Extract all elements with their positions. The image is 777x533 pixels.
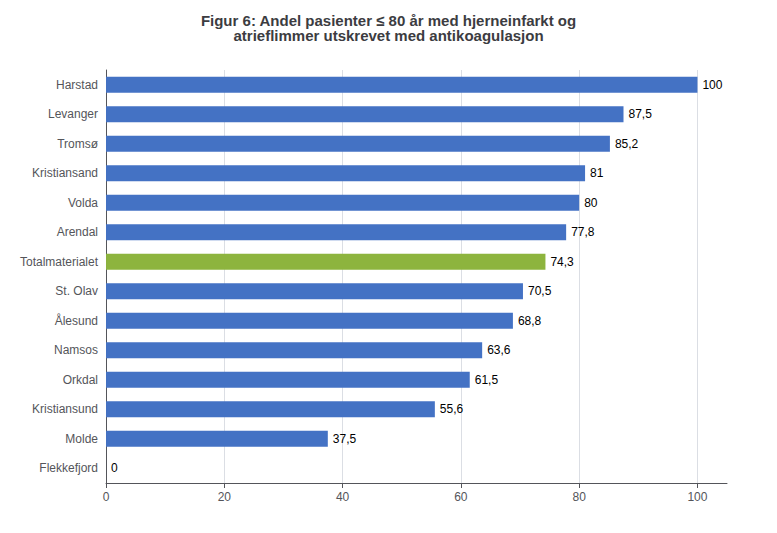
svg-text:atrieflimmer utskrevet med ant: atrieflimmer utskrevet med antikoagulasj… [233,27,543,44]
svg-text:60: 60 [454,490,468,504]
svg-text:80: 80 [584,196,598,210]
svg-text:80: 80 [572,490,586,504]
svg-text:37,5: 37,5 [333,432,357,446]
svg-text:87,5: 87,5 [629,107,653,121]
svg-text:Totalmaterialet: Totalmaterialet [20,255,99,269]
svg-text:100: 100 [687,490,707,504]
svg-text:68,8: 68,8 [518,314,542,328]
svg-text:St. Olav: St. Olav [55,284,98,298]
svg-text:63,6: 63,6 [487,343,511,357]
svg-text:55,6: 55,6 [440,402,464,416]
svg-text:Tromsø: Tromsø [57,137,99,151]
svg-text:Arendal: Arendal [57,225,98,239]
svg-text:Kristiansand: Kristiansand [32,166,98,180]
svg-text:85,2: 85,2 [615,137,639,151]
svg-text:100: 100 [702,78,722,92]
svg-text:Volda: Volda [68,196,98,210]
svg-text:20: 20 [218,490,232,504]
svg-text:40: 40 [336,490,350,504]
svg-text:0: 0 [111,461,118,475]
svg-text:81: 81 [590,166,604,180]
svg-text:Ålesund: Ålesund [55,313,98,328]
svg-text:77,8: 77,8 [571,225,595,239]
svg-text:70,5: 70,5 [528,284,552,298]
svg-text:Figur 6: Andel pasienter ≤ 80: Figur 6: Andel pasienter ≤ 80 år med hje… [200,12,577,29]
svg-text:0: 0 [103,490,110,504]
svg-text:61,5: 61,5 [475,373,499,387]
svg-text:Orkdal: Orkdal [63,373,98,387]
svg-text:Kristiansund: Kristiansund [32,402,98,416]
svg-text:Harstad: Harstad [56,78,98,92]
svg-text:Molde: Molde [65,432,98,446]
svg-text:74,3: 74,3 [550,255,574,269]
svg-text:Levanger: Levanger [48,107,98,121]
svg-text:Namsos: Namsos [54,343,98,357]
svg-text:Flekkefjord: Flekkefjord [39,461,98,475]
